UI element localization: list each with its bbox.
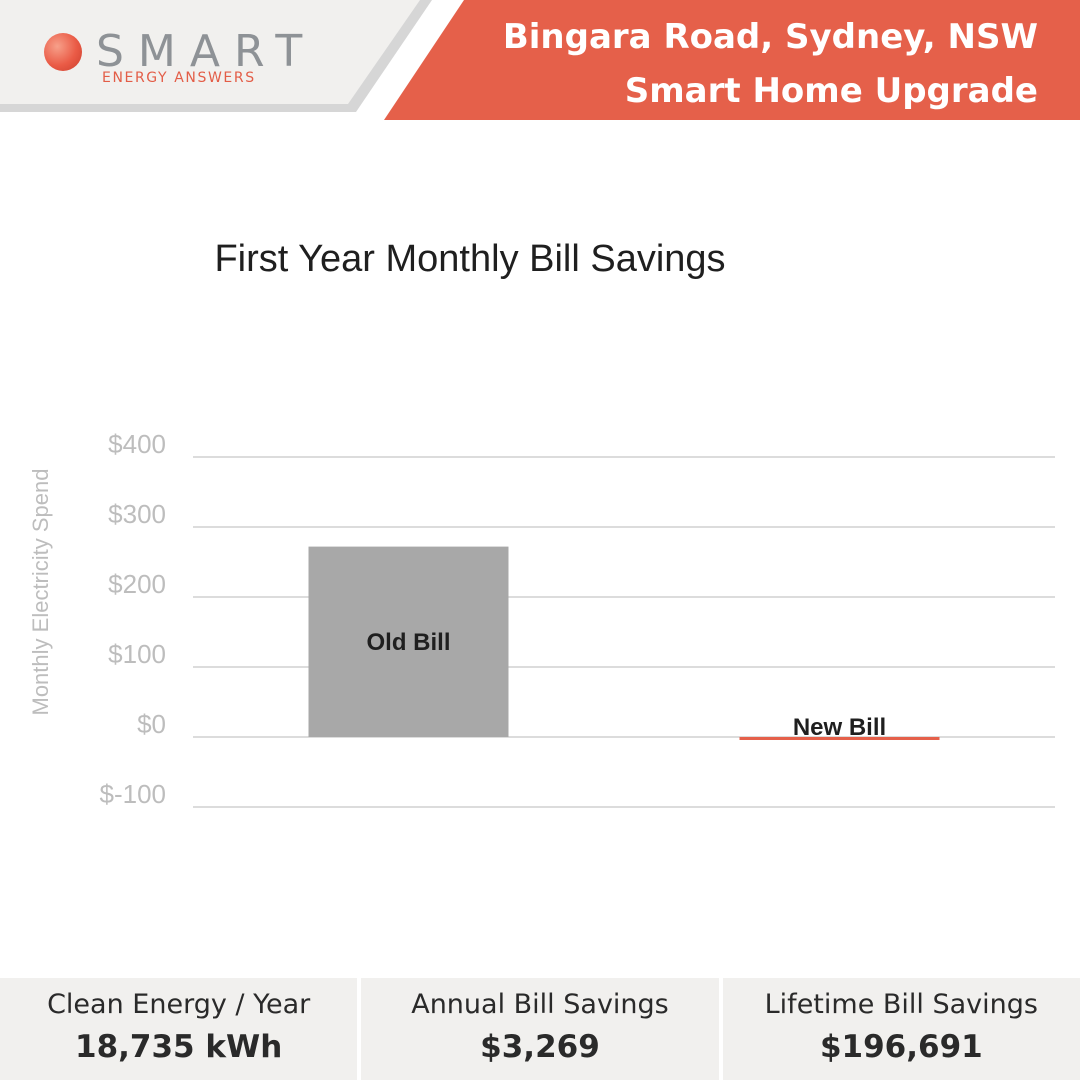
stat-value: 18,735 kWh — [75, 1029, 283, 1065]
bar-label: New Bill — [793, 714, 886, 741]
brand-word: SMART — [96, 26, 317, 77]
bar-labels: Old Bill New Bill — [367, 629, 887, 741]
y-tick-label: $0 — [137, 709, 166, 739]
y-tick-label: $300 — [108, 499, 166, 529]
chart-title: First Year Monthly Bill Savings — [214, 238, 726, 280]
y-tick-label: $200 — [108, 569, 166, 599]
brand-subtitle: ENERGY ANSWERS — [102, 70, 256, 86]
bar-new-bill — [739, 737, 940, 740]
chart-plot: $400 $300 $200 $100 $0 $-100 Old Bill New Bill… — [28, 429, 1055, 809]
y-tick-label: $400 — [108, 429, 166, 459]
stat-lifetime-savings: Lifetime Bill Savings $196,691 — [722, 978, 1080, 1080]
stat-label: Lifetime Bill Savings — [764, 989, 1038, 1020]
stats-bar: Clean Energy / Year 18,735 kWh Annual Bi… — [0, 978, 1080, 1080]
logo-sun-icon — [44, 33, 82, 71]
stat-clean-energy: Clean Energy / Year 18,735 kWh — [0, 978, 358, 1080]
y-tick-label: $100 — [108, 639, 166, 669]
title-banner — [384, 0, 1080, 120]
bar-label: Old Bill — [367, 629, 451, 656]
stat-value: $196,691 — [819, 1029, 983, 1065]
brand-logo: SMART ENERGY ANSWERS — [44, 26, 314, 98]
header: SMART ENERGY ANSWERS Bingara Road, Sydne… — [0, 0, 1080, 130]
logo-panel — [0, 0, 420, 104]
y-tick-label: $-100 — [100, 779, 167, 809]
stat-annual-savings: Annual Bill Savings $3,269 — [361, 978, 719, 1080]
bill-savings-chart: First Year Monthly Bill Savings $400 $300… — [0, 130, 1080, 970]
stat-value: $3,269 — [480, 1029, 600, 1065]
header-title: Bingara Road, Sydney, NSW Smart Home Upg… — [503, 10, 1038, 118]
header-background — [0, 0, 1080, 120]
y-axis-label: Monthly Electricity Spend — [28, 469, 53, 716]
header-title-line-2: Smart Home Upgrade — [624, 71, 1038, 111]
stat-label: Clean Energy / Year — [47, 989, 311, 1020]
header-title-line-1: Bingara Road, Sydney, NSW — [502, 17, 1038, 57]
bar-old-bill — [308, 546, 509, 737]
y-axis-ticks: $400 $300 $200 $100 $0 $-100 — [100, 429, 167, 809]
stat-label: Annual Bill Savings — [411, 989, 669, 1020]
bar-layer — [308, 546, 940, 740]
